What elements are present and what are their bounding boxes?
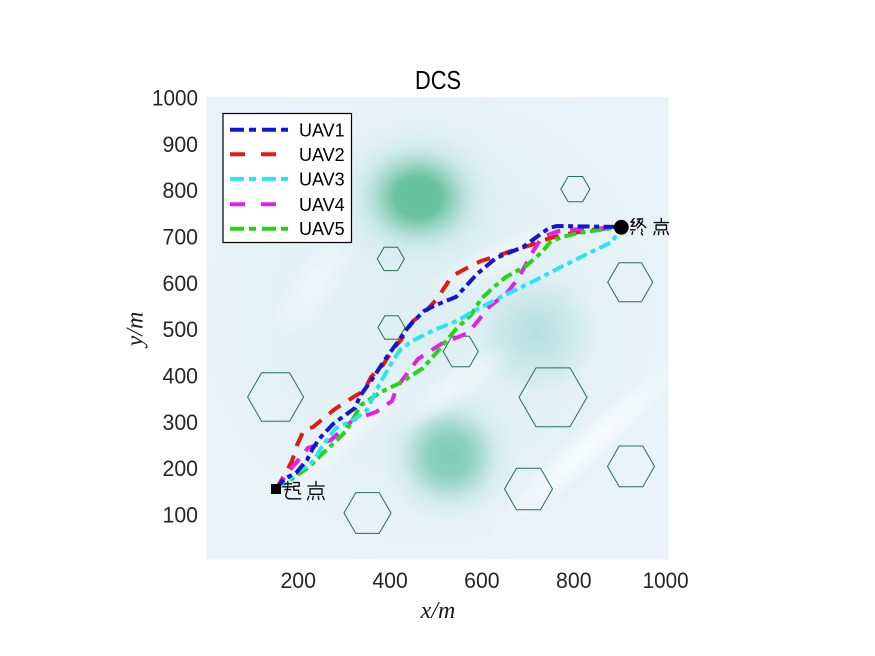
svg-text:500: 500 bbox=[163, 317, 199, 342]
svg-text:600: 600 bbox=[464, 568, 500, 593]
svg-text:100: 100 bbox=[163, 503, 199, 528]
svg-text:1000: 1000 bbox=[152, 86, 198, 111]
svg-text:1000: 1000 bbox=[643, 568, 689, 593]
svg-text:800: 800 bbox=[163, 178, 199, 203]
svg-text:600: 600 bbox=[163, 271, 199, 296]
svg-text:800: 800 bbox=[556, 568, 592, 593]
svg-text:UAV4: UAV4 bbox=[299, 195, 345, 215]
svg-text:UAV2: UAV2 bbox=[299, 145, 345, 165]
svg-text:200: 200 bbox=[280, 568, 316, 593]
svg-text:700: 700 bbox=[163, 225, 199, 250]
svg-text:400: 400 bbox=[372, 568, 408, 593]
svg-text:300: 300 bbox=[163, 410, 199, 435]
svg-text:UAV1: UAV1 bbox=[299, 120, 345, 140]
svg-text:y/m: y/m bbox=[122, 312, 148, 349]
svg-text:UAV5: UAV5 bbox=[299, 219, 345, 239]
svg-text:200: 200 bbox=[163, 456, 199, 481]
svg-text:DCS: DCS bbox=[415, 67, 461, 95]
svg-text:400: 400 bbox=[163, 364, 199, 389]
svg-text:x/m: x/m bbox=[420, 598, 456, 624]
svg-text:UAV3: UAV3 bbox=[299, 169, 345, 189]
svg-text:900: 900 bbox=[163, 132, 199, 157]
